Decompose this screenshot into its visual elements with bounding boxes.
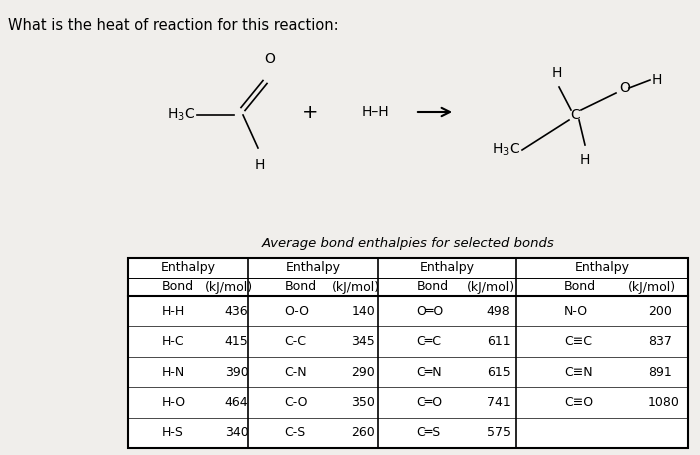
- Text: (kJ/mol): (kJ/mol): [628, 280, 676, 293]
- Text: 575: 575: [486, 426, 511, 439]
- Text: H-O: H-O: [162, 396, 186, 409]
- Text: (kJ/mol): (kJ/mol): [204, 280, 253, 293]
- Text: 290: 290: [351, 365, 375, 379]
- Text: Bond: Bond: [416, 280, 449, 293]
- Text: H-N: H-N: [162, 365, 185, 379]
- Text: 464: 464: [225, 396, 248, 409]
- Text: (kJ/mol): (kJ/mol): [467, 280, 515, 293]
- Text: Bond: Bond: [564, 280, 596, 293]
- Text: O: O: [265, 52, 275, 66]
- Text: Bond: Bond: [162, 280, 194, 293]
- Text: C═C: C═C: [416, 335, 442, 348]
- Text: O-O: O-O: [284, 305, 309, 318]
- Text: C═S: C═S: [416, 426, 441, 439]
- Text: 340: 340: [225, 426, 248, 439]
- Text: 390: 390: [225, 365, 248, 379]
- Text: H-C: H-C: [162, 335, 184, 348]
- Text: +: +: [302, 102, 318, 121]
- Text: 615: 615: [486, 365, 510, 379]
- Text: 1080: 1080: [648, 396, 680, 409]
- Text: C═O: C═O: [416, 396, 443, 409]
- Text: 350: 350: [351, 396, 375, 409]
- Text: N-O: N-O: [564, 305, 588, 318]
- Text: H$_3$C: H$_3$C: [492, 142, 520, 158]
- Text: 837: 837: [648, 335, 672, 348]
- Text: H$_3$C: H$_3$C: [167, 107, 195, 123]
- Text: Bond: Bond: [284, 280, 316, 293]
- Text: H: H: [580, 153, 590, 167]
- Text: H-H: H-H: [162, 305, 185, 318]
- Text: O: O: [619, 81, 630, 95]
- Text: C≡N: C≡N: [564, 365, 593, 379]
- Text: (kJ/mol): (kJ/mol): [331, 280, 379, 293]
- Text: C≡C: C≡C: [564, 335, 592, 348]
- Text: 498: 498: [486, 305, 510, 318]
- Text: C-O: C-O: [284, 396, 308, 409]
- Text: C-C: C-C: [284, 335, 307, 348]
- Text: C: C: [570, 108, 580, 122]
- Text: 436: 436: [225, 305, 248, 318]
- Text: C-N: C-N: [284, 365, 307, 379]
- Text: H: H: [255, 158, 265, 172]
- Text: 611: 611: [486, 335, 510, 348]
- Text: Enthalpy: Enthalpy: [286, 262, 340, 274]
- Text: 345: 345: [351, 335, 375, 348]
- Text: Enthalpy: Enthalpy: [575, 262, 629, 274]
- Text: What is the heat of reaction for this reaction:: What is the heat of reaction for this re…: [8, 18, 339, 33]
- Text: 260: 260: [351, 426, 375, 439]
- Text: C═N: C═N: [416, 365, 442, 379]
- Text: 741: 741: [486, 396, 510, 409]
- Text: H-S: H-S: [162, 426, 183, 439]
- Text: Enthalpy: Enthalpy: [419, 262, 475, 274]
- Text: 891: 891: [648, 365, 672, 379]
- Text: Average bond enthalpies for selected bonds: Average bond enthalpies for selected bon…: [262, 237, 554, 250]
- Text: 200: 200: [648, 305, 672, 318]
- Text: 415: 415: [225, 335, 248, 348]
- Text: 140: 140: [351, 305, 375, 318]
- Text: C≡O: C≡O: [564, 396, 594, 409]
- Text: H: H: [552, 66, 562, 80]
- Bar: [128, 258, 688, 448]
- Text: O═O: O═O: [416, 305, 444, 318]
- Text: Enthalpy: Enthalpy: [160, 262, 216, 274]
- Text: C-S: C-S: [284, 426, 306, 439]
- Text: H–H: H–H: [361, 105, 388, 119]
- Text: H: H: [652, 73, 662, 87]
